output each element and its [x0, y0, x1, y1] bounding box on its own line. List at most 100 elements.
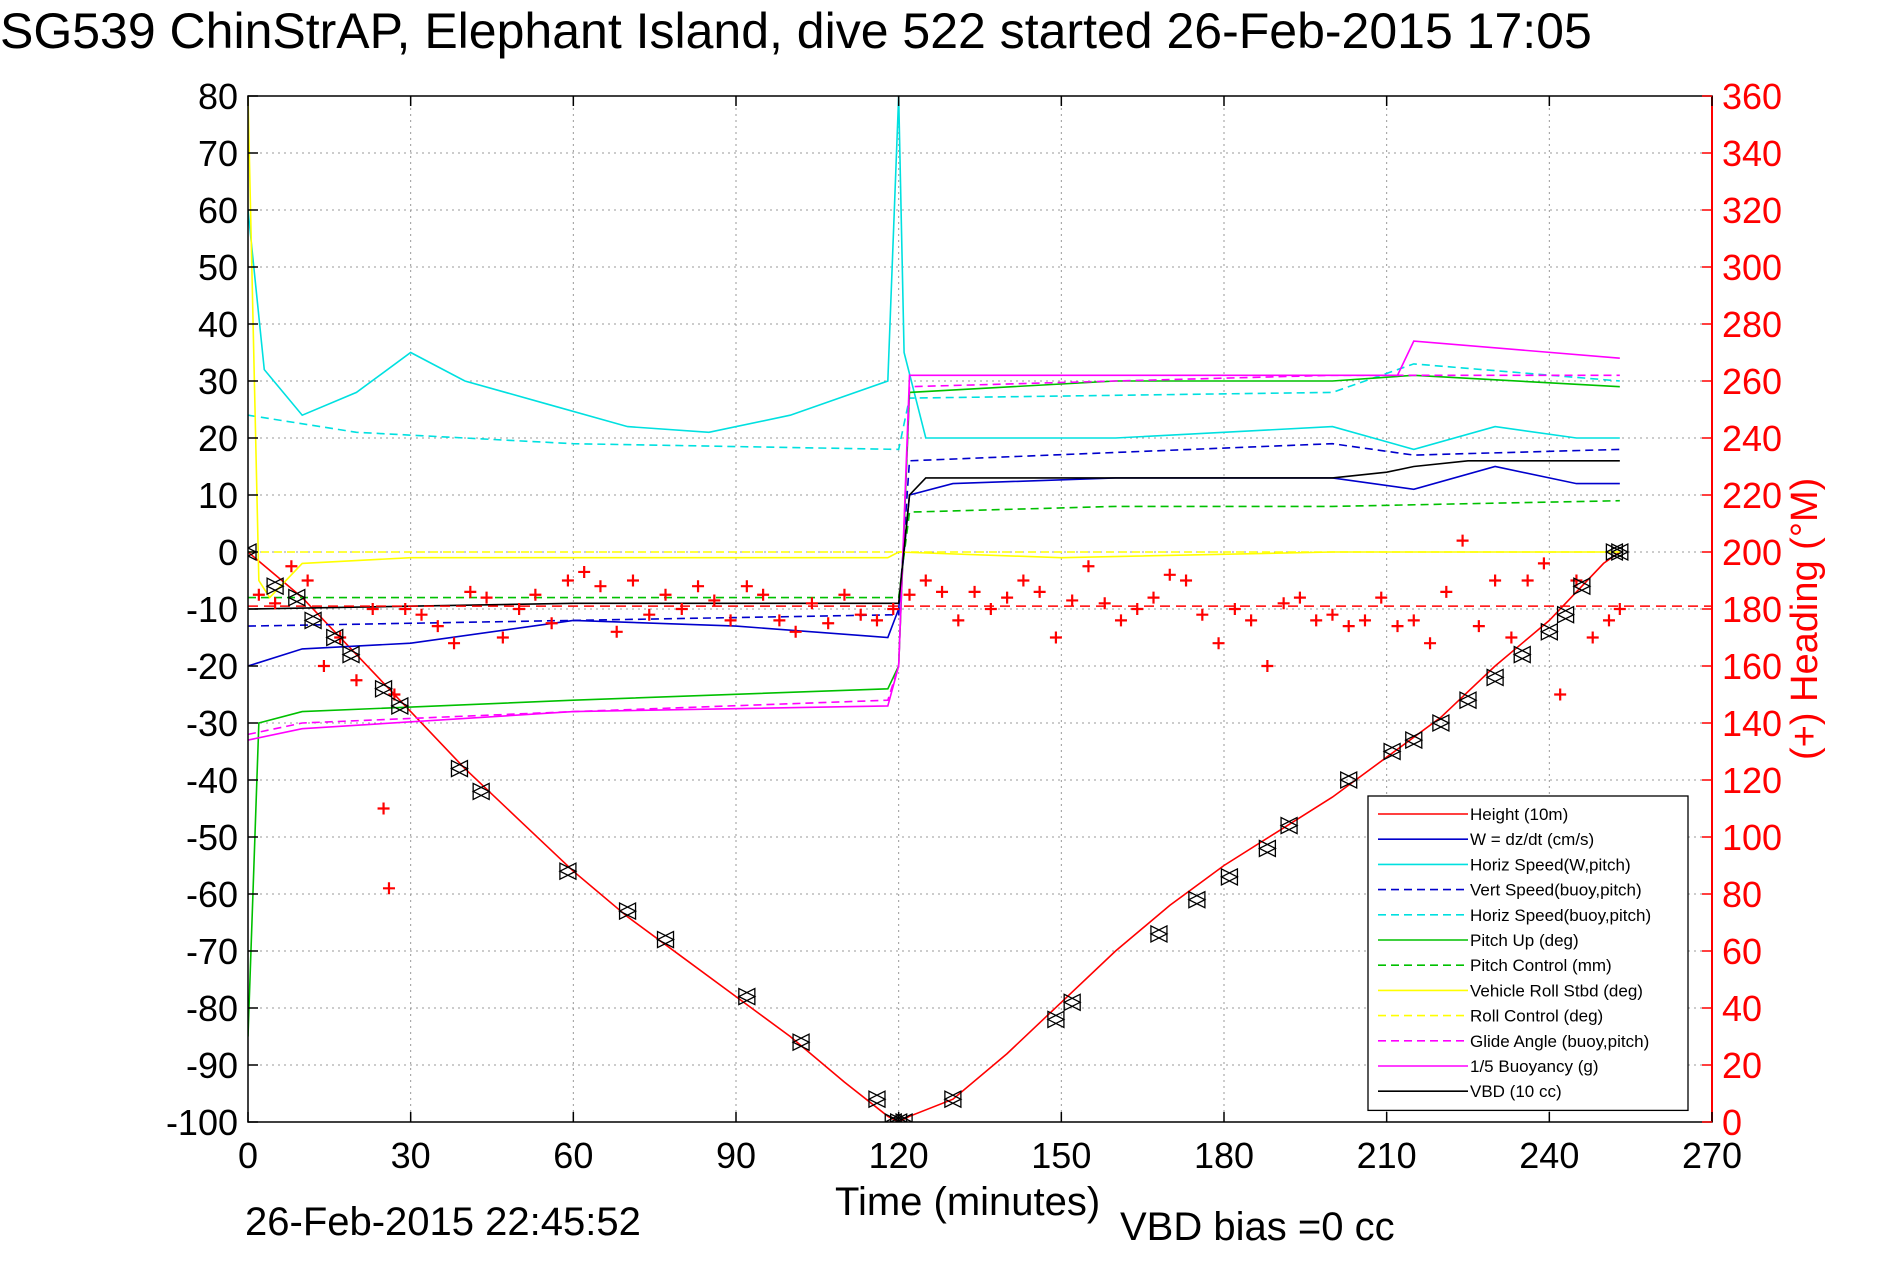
- marker-right-triangle: [374, 679, 394, 698]
- heading-point: [919, 574, 932, 587]
- y-tick-label: 80: [198, 76, 238, 117]
- heading-point: [757, 588, 770, 601]
- heading-point: [1082, 560, 1095, 573]
- right-y-tick-label: 260: [1722, 361, 1782, 402]
- heading-point: [350, 674, 363, 687]
- legend-entry: 1/5 Buoyancy (g): [1470, 1057, 1599, 1076]
- heading-point: [545, 617, 558, 630]
- heading-point: [480, 591, 493, 604]
- right-y-tick-label: 0: [1722, 1102, 1742, 1143]
- heading-point: [936, 585, 949, 598]
- marker-right-triangle: [1383, 742, 1402, 761]
- heading-point: [1537, 557, 1550, 570]
- marker-right-triangle: [895, 1112, 914, 1122]
- heading-point: [1586, 631, 1599, 644]
- footer-timestamp: 26-Feb-2015 22:45:52: [245, 1200, 641, 1244]
- x-axis-label: Time (minutes): [835, 1180, 1101, 1224]
- heading-point: [1001, 591, 1014, 604]
- marker-right-triangle: [391, 696, 410, 715]
- right-y-tick-label: 40: [1722, 988, 1762, 1029]
- y-tick-label: -50: [186, 817, 238, 858]
- y-tick-label: 40: [198, 304, 238, 345]
- legend-entry: W = dz/dt (cm/s): [1470, 830, 1594, 849]
- heading-point: [1391, 620, 1404, 633]
- x-tick-label: 60: [553, 1135, 593, 1176]
- marker-right-triangle: [472, 782, 491, 801]
- marker-right-triangle: [450, 759, 469, 778]
- right-y-tick-label: 140: [1722, 703, 1782, 744]
- x-tick-label: 120: [869, 1135, 929, 1176]
- heading-point: [692, 580, 705, 593]
- marker-right-triangle: [1340, 770, 1359, 790]
- series-line-11: [248, 459, 1620, 610]
- right-y-tick-label: 240: [1722, 418, 1782, 459]
- legend: Height (10m) W = dz/dt (cm/s) Horiz Speed(…: [1367, 795, 1689, 1112]
- heading-point: [968, 585, 981, 598]
- heading-point: [854, 608, 867, 621]
- heading-point: [1066, 594, 1079, 607]
- heading-point: [1261, 660, 1274, 672]
- right-y-tick-label: 360: [1722, 76, 1782, 117]
- heading-point: [431, 620, 444, 633]
- series-line-2: [248, 96, 1620, 451]
- x-tick-label: 210: [1357, 1135, 1417, 1176]
- y-tick-label: -70: [186, 931, 238, 972]
- marker-right-triangle: [656, 930, 675, 949]
- heading-point: [285, 560, 298, 573]
- marker-right-triangle: [1280, 816, 1299, 835]
- heading-point: [1196, 608, 1209, 621]
- marker-right-triangle: [326, 628, 345, 647]
- marker-right-triangle: [738, 987, 757, 1006]
- marker-right-triangle: [1432, 713, 1451, 733]
- heading-point: [1049, 631, 1062, 644]
- marker-right-triangle: [266, 577, 285, 596]
- heading-point: [1163, 568, 1176, 581]
- right-y-tick-label: 340: [1722, 133, 1782, 174]
- heading-point: [1293, 591, 1306, 604]
- marker-right-triangle: [1188, 890, 1207, 909]
- heading-point: [1114, 614, 1127, 627]
- legend-entry: Roll Control (deg): [1470, 1007, 1603, 1026]
- y-tick-label: 0: [218, 532, 238, 573]
- marker-right-triangle: [1573, 577, 1592, 596]
- series-line-0: [248, 551, 1621, 1122]
- heading-point: [789, 625, 802, 638]
- heading-point: [1554, 688, 1567, 701]
- heading-point: [1602, 614, 1615, 627]
- marker-right-triangle: [1063, 993, 1082, 1012]
- y-tick-label: 70: [198, 133, 238, 174]
- heading-point: [1424, 637, 1437, 650]
- right-y-tick-label: 80: [1722, 874, 1762, 915]
- heading-point: [1342, 620, 1355, 633]
- y-tick-label: -20: [186, 646, 238, 687]
- y-tick-label: 10: [198, 475, 238, 516]
- y-tick-label: -30: [186, 703, 238, 744]
- marker-right-triangle: [792, 1033, 811, 1052]
- right-y-tick-label: 220: [1722, 475, 1782, 516]
- heading-point: [1098, 597, 1111, 610]
- heading-point: [561, 574, 574, 587]
- right-y-tick-label: 200: [1722, 532, 1782, 573]
- heading-point: [301, 574, 314, 587]
- heading-point: [1456, 534, 1469, 547]
- heading-point: [382, 882, 395, 895]
- heading-point: [578, 565, 591, 578]
- heading-markers: [252, 534, 1626, 895]
- heading-point: [252, 588, 265, 601]
- heading-point: [643, 608, 656, 621]
- x-tick-label: 90: [716, 1135, 756, 1176]
- marker-right-triangle: [1220, 867, 1239, 886]
- y-tick-label: 30: [198, 361, 238, 402]
- marker-right-triangle: [304, 611, 323, 630]
- heading-point: [1131, 603, 1144, 615]
- y-tick-label: -40: [186, 760, 238, 801]
- heading-point: [610, 625, 623, 638]
- heading-point: [366, 603, 379, 615]
- right-y-tick-label: 20: [1722, 1045, 1762, 1086]
- y-tick-label: -100: [166, 1102, 238, 1143]
- heading-point: [1017, 574, 1030, 587]
- y-tick-label: -80: [186, 988, 238, 1029]
- heading-point: [415, 608, 428, 621]
- heading-point: [708, 594, 721, 607]
